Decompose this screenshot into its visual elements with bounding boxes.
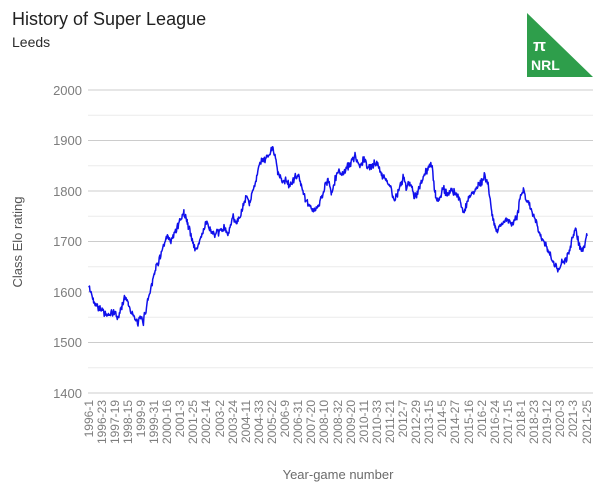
x-tick-label: 2014-5 xyxy=(435,400,450,438)
x-tick-label: 2001-3 xyxy=(173,400,188,438)
nrl-logo: π NRL xyxy=(527,13,593,77)
x-tick-label: 2007-20 xyxy=(304,400,319,445)
x-tick-label: 2019-12 xyxy=(540,400,555,445)
y-tick-label: 1800 xyxy=(53,183,82,199)
x-tick-label: 2010-33 xyxy=(369,400,384,445)
y-tick-label: 1900 xyxy=(53,133,82,148)
x-tick-label: 1997-19 xyxy=(107,400,122,445)
x-tick-label: 1998-15 xyxy=(120,400,135,445)
x-tick-label: 2003-24 xyxy=(225,400,240,445)
x-tick-label: 2002-14 xyxy=(199,400,214,445)
x-tick-label: 2003-2 xyxy=(212,400,227,438)
grid-major-lines xyxy=(88,89,593,394)
x-tick-label: 2005-22 xyxy=(264,400,279,445)
page-subtitle: Leeds xyxy=(12,34,51,50)
y-tick-label: 1400 xyxy=(53,385,82,401)
x-tick-label: 2008-32 xyxy=(330,400,345,445)
y-tick-label: 1500 xyxy=(53,335,82,350)
x-tick-label: 2018-23 xyxy=(527,400,542,445)
x-tick-label: 2013-15 xyxy=(422,400,437,445)
x-tick-label: 2006-31 xyxy=(291,400,306,445)
y-axis-title: Class Elo rating xyxy=(10,196,25,288)
logo-pi-symbol: π xyxy=(533,36,546,55)
x-tick-label: 2000-16 xyxy=(160,400,175,445)
y-tick-label: 1700 xyxy=(53,234,82,249)
x-tick-label: 2006-9 xyxy=(278,400,293,438)
x-tick-label: 2016-2 xyxy=(474,400,489,438)
x-tick-label: 1996-1 xyxy=(81,400,96,438)
elo-rating-line xyxy=(88,145,588,327)
x-tick-label: 2012-7 xyxy=(396,400,411,438)
y-tick-label: 2000 xyxy=(53,82,82,98)
x-tick-label: 2021-25 xyxy=(579,400,594,445)
x-tick-label: 2014-27 xyxy=(448,400,463,445)
x-tick-label: 2011-21 xyxy=(382,400,397,444)
y-tick-label: 1600 xyxy=(53,284,82,300)
page-title: History of Super League xyxy=(12,9,207,29)
x-tick-label: 2012-29 xyxy=(409,400,424,445)
x-tick-label: 2017-15 xyxy=(500,400,515,445)
x-tick-label: 2015-16 xyxy=(461,400,476,445)
x-tick-label: 2016-24 xyxy=(487,400,502,445)
x-tick-label: 2001-25 xyxy=(186,400,201,445)
x-axis-title: Year-game number xyxy=(282,467,394,482)
logo-nrl-text: NRL xyxy=(531,57,560,73)
x-tick-label: 2018-1 xyxy=(513,400,528,438)
x-tick-label: 1999-31 xyxy=(147,400,162,445)
x-tick-label: 2004-11 xyxy=(238,400,253,444)
grid-minor-lines xyxy=(88,114,593,369)
x-tick-label: 2009-20 xyxy=(343,400,358,445)
logo-triangle-icon xyxy=(527,13,593,77)
x-tick-label: 2010-11 xyxy=(356,400,371,444)
x-tick-label: 2020-3 xyxy=(553,400,568,438)
x-tick-label: 1996-23 xyxy=(94,400,109,445)
x-tick-label: 2021-3 xyxy=(566,400,581,438)
x-tick-label: 2008-10 xyxy=(317,400,332,445)
x-tick-label: 1999-9 xyxy=(133,400,148,438)
x-tick-label: 2004-33 xyxy=(251,400,266,445)
